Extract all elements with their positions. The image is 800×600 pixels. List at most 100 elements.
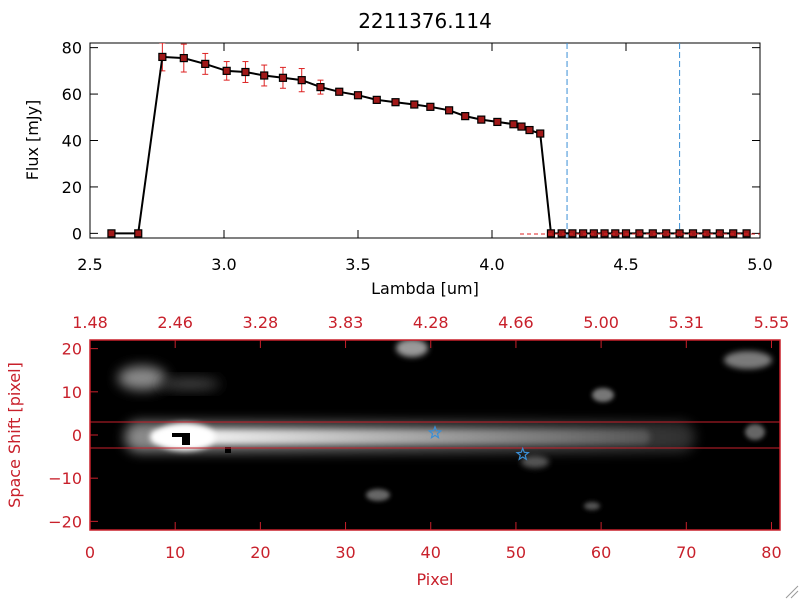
- flux-point: [589, 229, 598, 238]
- flux-point: [742, 229, 751, 238]
- y-tick-label: 40: [62, 132, 82, 151]
- flux-point: [579, 229, 588, 238]
- pixel-tick-label: 10: [165, 543, 185, 562]
- flux-point: [611, 229, 620, 238]
- spectral-image-plot: 0 10 20 30 40 50 60 70 80 1.48 2.46 3.28 3.83 4.28 4.…: [5, 313, 789, 589]
- y-tick-label: 80: [62, 39, 82, 58]
- blob-upper-center: [396, 340, 428, 357]
- pixel-tick-label: 30: [335, 543, 355, 562]
- blob-edge-right: [745, 424, 765, 440]
- wavelength-tick-label: 5.00: [583, 313, 619, 332]
- blob-lower-right: [584, 502, 600, 510]
- flux-point: [134, 229, 143, 238]
- space-shift-tick-label: 20: [62, 340, 82, 359]
- spectrum-plot: 2211376.114 2.5 3.0 3.5 4.0 4.5 5.0 0 20 40 60 80…: [23, 9, 773, 298]
- blob-mid-right: [592, 388, 614, 402]
- x-tick-label: 4.0: [479, 255, 504, 274]
- flux-point: [702, 229, 711, 238]
- pixel-tick-label: 60: [591, 543, 611, 562]
- flux-point: [635, 229, 644, 238]
- flux-point: [675, 229, 684, 238]
- pixel-tick-label: 70: [676, 543, 696, 562]
- bad-pixel-1: [172, 433, 188, 437]
- flux-point: [536, 129, 545, 138]
- x-tick-label: 5.0: [747, 255, 772, 274]
- y-axis-label: Flux [mJy]: [23, 100, 42, 181]
- space-shift-axis-ticks: −20 −10 0 10 20: [48, 340, 98, 531]
- flux-point: [600, 229, 609, 238]
- flux-point: [335, 87, 344, 96]
- wavelength-tick-label: 1.48: [72, 313, 108, 332]
- flux-point: [201, 59, 210, 68]
- space-shift-tick-label: 10: [62, 383, 82, 402]
- blob-upper-left: [118, 366, 166, 390]
- resize-grip-icon[interactable]: [785, 585, 799, 599]
- wavelength-tick-label: 4.28: [413, 313, 449, 332]
- flux-point: [260, 71, 269, 80]
- flux-point: [461, 112, 470, 121]
- wavelength-top-axis-ticks: 1.48 2.46 3.28 3.83 4.28 4.66 5.00 5.31 5.55: [72, 313, 789, 348]
- flux-point: [316, 83, 325, 92]
- x-tick-label: 2.5: [77, 255, 102, 274]
- flux-point: [493, 117, 502, 127]
- extraction-band: [90, 421, 780, 449]
- flux-point: [297, 76, 306, 85]
- flux-series-line: [111, 55, 747, 235]
- source-markers: [427, 425, 530, 461]
- x-tick-label: 3.5: [345, 255, 370, 274]
- wavelength-tick-label: 2.46: [157, 313, 193, 332]
- flux-point: [278, 73, 288, 82]
- blob-trace-low: [521, 456, 549, 468]
- flux-point: [477, 115, 486, 124]
- pixel-tick-label: 40: [421, 543, 441, 562]
- flux-point: [621, 229, 631, 238]
- x-tick-label: 3.0: [211, 255, 236, 274]
- space-shift-tick-label: 0: [72, 426, 82, 445]
- wavelength-tick-label: 3.83: [328, 313, 364, 332]
- bad-pixel-3: [225, 447, 231, 453]
- flux-point: [241, 67, 250, 77]
- plot-frame: [89, 42, 761, 239]
- flux-point: [557, 229, 566, 238]
- flux-point: [517, 122, 526, 131]
- flux-point: [525, 125, 534, 135]
- bad-pixel-2: [182, 433, 190, 445]
- wavelength-tick-label: 5.31: [668, 313, 704, 332]
- pixel-axis-label: Pixel: [416, 570, 453, 589]
- spectral-trace-core: [150, 430, 650, 444]
- flux-point: [445, 106, 454, 115]
- y-axis-ticks: 0 20 40 60 80: [62, 39, 760, 243]
- blob-upper-left-tail: [160, 378, 220, 390]
- space-shift-tick-label: −10: [48, 469, 82, 488]
- pixel-axis-ticks: 0 10 20 30 40 50 60 70 80: [85, 522, 782, 562]
- y-tick-label: 60: [62, 85, 82, 104]
- flux-point: [509, 120, 518, 129]
- flux-point: [353, 91, 363, 100]
- flux-point: [729, 229, 738, 238]
- flux-point: [158, 52, 167, 62]
- flux-point: [391, 98, 400, 107]
- flux-point: [179, 53, 188, 63]
- chart-title: 2211376.114: [358, 9, 492, 33]
- blob-upper-right: [724, 351, 772, 369]
- flux-point: [648, 229, 657, 238]
- x-axis-label: Lambda [um]: [371, 279, 479, 298]
- flux-point: [568, 229, 577, 238]
- flux-point: [688, 229, 698, 238]
- star-marker-icon: [427, 425, 443, 440]
- space-shift-tick-label: −20: [48, 512, 82, 531]
- wavelength-tick-label: 5.55: [754, 313, 790, 332]
- guide-lines: [566, 43, 681, 238]
- flux-point: [222, 66, 231, 75]
- y-tick-label: 20: [62, 178, 82, 197]
- wavelength-tick-label: 3.28: [243, 313, 279, 332]
- pixel-tick-label: 50: [506, 543, 526, 562]
- flux-point: [662, 229, 671, 238]
- flux-series-markers: [107, 52, 751, 238]
- blob-lower-left: [366, 489, 390, 501]
- x-tick-label: 4.5: [613, 255, 638, 274]
- flux-point: [107, 229, 116, 238]
- wavelength-tick-label: 4.66: [498, 313, 534, 332]
- star-marker-icon: [515, 446, 530, 461]
